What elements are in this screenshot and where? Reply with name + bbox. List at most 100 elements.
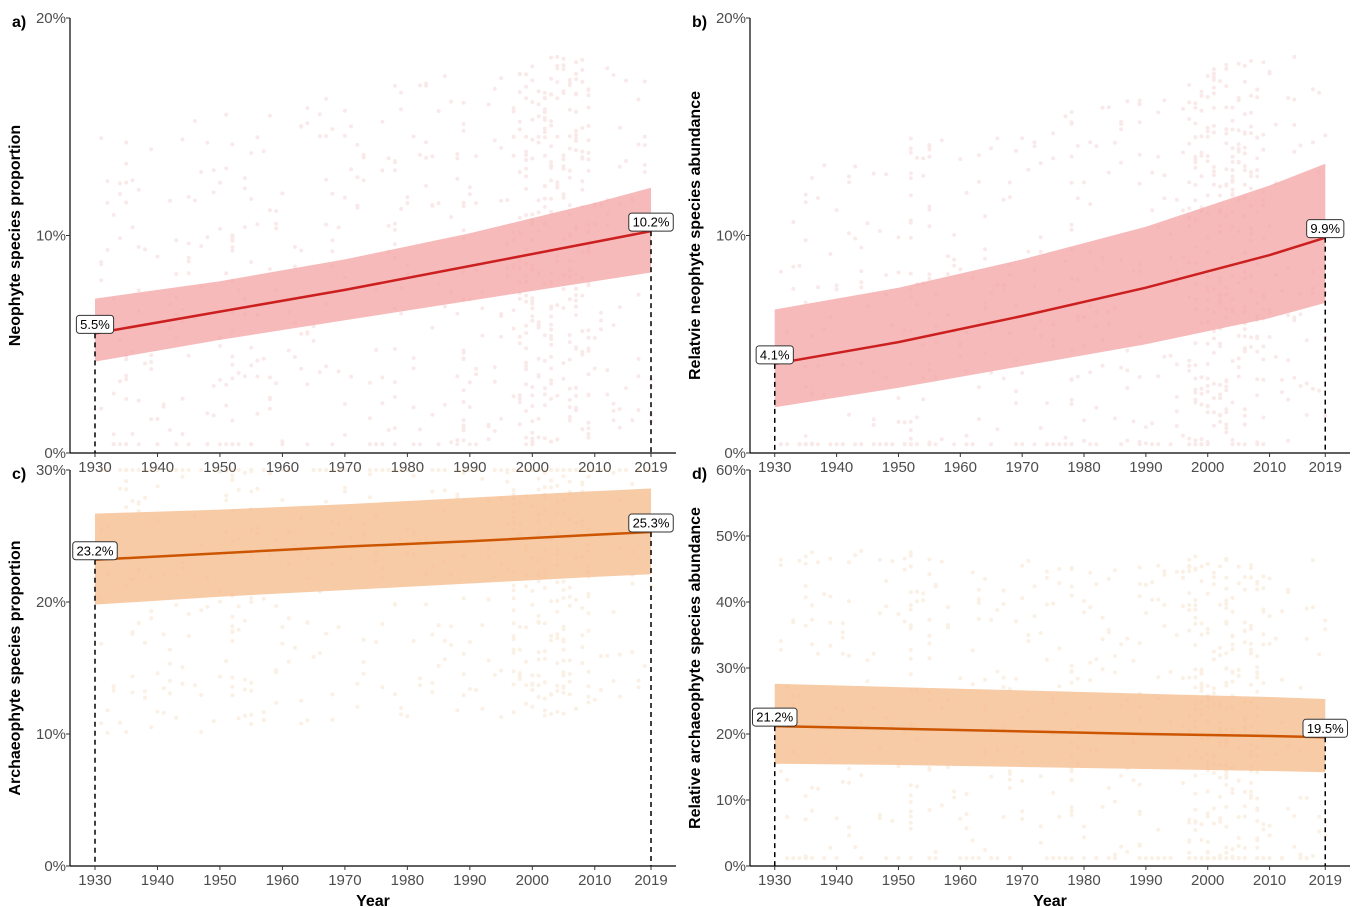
data-point xyxy=(1242,640,1247,645)
data-point xyxy=(1199,391,1204,396)
data-point xyxy=(1230,160,1235,164)
data-point xyxy=(230,442,235,447)
data-point xyxy=(561,153,566,158)
data-point xyxy=(586,328,591,333)
data-point xyxy=(149,417,154,422)
data-point xyxy=(1224,407,1229,412)
data-point xyxy=(574,286,578,291)
data-point xyxy=(211,413,216,418)
data-point xyxy=(505,198,510,202)
data-point xyxy=(549,638,554,643)
data-point xyxy=(976,385,981,390)
data-point xyxy=(524,701,529,706)
data-point xyxy=(896,856,901,861)
data-point xyxy=(555,183,560,188)
data-point xyxy=(249,345,254,350)
data-point xyxy=(853,553,858,558)
data-point xyxy=(124,468,129,472)
data-point xyxy=(617,652,622,657)
data-point xyxy=(1137,152,1142,157)
data-point xyxy=(1242,145,1247,150)
data-point xyxy=(217,674,222,679)
data-point xyxy=(1261,827,1266,832)
data-point xyxy=(1069,442,1074,447)
data-point xyxy=(99,278,104,283)
data-point xyxy=(927,147,932,152)
data-point xyxy=(797,442,802,447)
data-point xyxy=(411,356,416,360)
end-label: 9.9% xyxy=(1310,221,1340,236)
data-point xyxy=(524,346,529,351)
data-point xyxy=(230,354,235,359)
data-point xyxy=(586,150,591,155)
data-point xyxy=(1199,564,1204,569)
data-point xyxy=(461,357,466,362)
data-point xyxy=(461,468,466,472)
data-point xyxy=(1187,442,1192,447)
data-point xyxy=(355,142,360,147)
data-point xyxy=(1137,842,1142,847)
data-point xyxy=(168,468,172,472)
data-point xyxy=(224,498,229,503)
data-point xyxy=(927,856,932,861)
data-point xyxy=(1205,361,1210,366)
data-point xyxy=(555,598,560,603)
data-point xyxy=(976,417,981,422)
data-point xyxy=(1193,643,1198,647)
data-point xyxy=(636,97,641,102)
data-point xyxy=(111,688,116,693)
data-point xyxy=(1224,388,1229,393)
data-point xyxy=(580,468,585,472)
data-point xyxy=(1007,687,1012,691)
data-point xyxy=(1038,631,1043,635)
data-point xyxy=(1218,653,1223,658)
data-point xyxy=(205,604,210,609)
data-point xyxy=(511,637,516,642)
data-point xyxy=(367,472,372,477)
data-point xyxy=(524,153,529,157)
data-point xyxy=(542,649,547,654)
data-point xyxy=(267,397,272,402)
data-point xyxy=(586,468,591,472)
data-point xyxy=(1193,442,1198,447)
data-point xyxy=(392,692,397,697)
panel-letter: c) xyxy=(12,466,26,483)
data-point xyxy=(555,709,560,714)
data-point xyxy=(1230,154,1235,159)
x-tick-label: 1930 xyxy=(78,459,111,476)
data-point xyxy=(405,714,410,719)
data-point xyxy=(424,183,429,188)
data-point xyxy=(1100,363,1105,368)
data-point xyxy=(249,712,254,717)
data-point xyxy=(1298,685,1303,690)
data-point xyxy=(442,74,447,79)
data-point xyxy=(958,267,963,272)
data-point xyxy=(1137,565,1142,570)
data-point xyxy=(1137,375,1142,379)
x-axis-label: Year xyxy=(1033,893,1067,907)
data-point xyxy=(492,673,497,677)
data-point xyxy=(1112,856,1117,861)
data-point xyxy=(1187,117,1192,121)
data-point xyxy=(908,176,913,181)
data-point xyxy=(217,469,222,474)
data-point xyxy=(902,567,907,572)
data-point xyxy=(1236,160,1241,165)
data-point xyxy=(436,623,441,628)
data-point xyxy=(461,468,466,472)
data-point xyxy=(286,348,291,353)
x-tick-label: 2000 xyxy=(516,459,549,476)
data-point xyxy=(1255,856,1260,861)
data-point xyxy=(853,442,858,447)
data-point xyxy=(124,487,129,492)
data-point xyxy=(105,179,110,184)
data-point xyxy=(1261,822,1266,827)
data-point xyxy=(1156,374,1161,379)
data-point xyxy=(1001,602,1006,606)
data-point xyxy=(542,135,547,140)
data-point xyxy=(199,693,204,697)
data-point xyxy=(1069,397,1074,402)
data-point xyxy=(1224,683,1229,688)
data-point xyxy=(803,434,808,438)
data-point xyxy=(1193,159,1198,164)
